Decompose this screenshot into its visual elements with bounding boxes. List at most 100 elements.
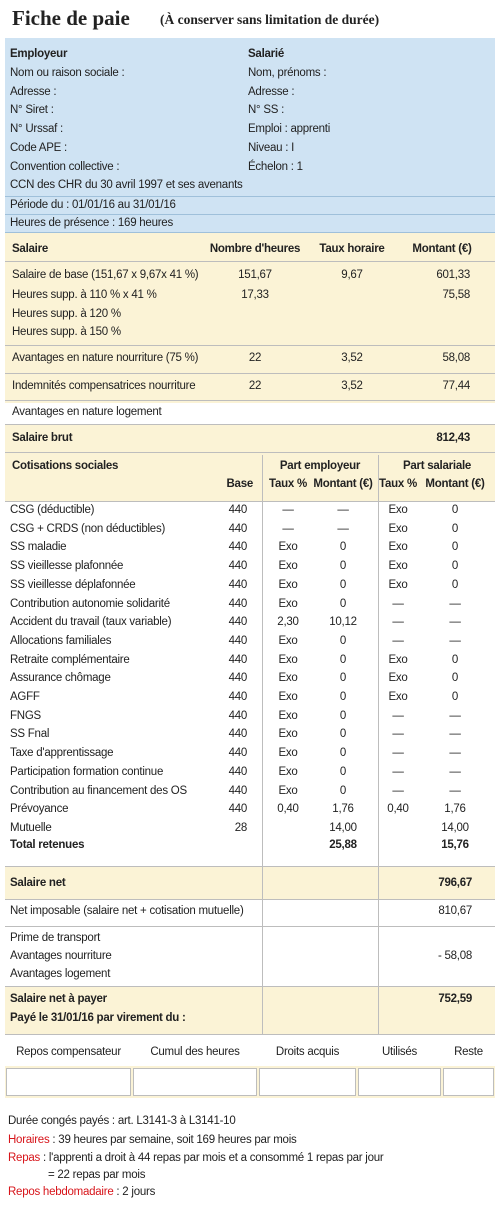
column-header: Part salariale	[402, 460, 472, 472]
hours: Heures de présence : 169 heures	[10, 217, 173, 229]
cell-value: Exo	[278, 691, 298, 703]
note-text: : 2 jours	[113, 1186, 156, 1198]
total-label: Total retenues	[10, 839, 85, 851]
cell-value: 440	[228, 522, 248, 535]
row-label: Mutuelle	[10, 821, 52, 834]
cell-value: 2,30	[277, 616, 299, 629]
cell-value: Exo	[278, 672, 298, 685]
cell-value: 0	[339, 541, 347, 554]
column-header: Montant (€)	[412, 243, 472, 255]
total-value: 15,76	[441, 839, 469, 851]
divider	[5, 501, 495, 502]
cell-value: 440	[228, 504, 248, 516]
row-label: Retraite complémentaire	[10, 653, 130, 666]
divider	[5, 986, 495, 987]
divider	[5, 373, 495, 374]
cell-value: —	[392, 616, 404, 629]
net-amount: 796,67	[438, 877, 472, 889]
column-header: Repos compensateur	[16, 1046, 121, 1058]
empty-cell	[6, 1068, 131, 1096]
column-header: Utilisés	[381, 1046, 418, 1058]
cell-value: Exo	[278, 560, 298, 573]
cell-value: Exo	[388, 691, 408, 703]
cell-value: 1,76	[444, 803, 466, 816]
pay-label: Salaire net à payer	[10, 993, 107, 1005]
cell-value: - 58,08	[437, 950, 472, 962]
cell-value: 0	[339, 634, 347, 647]
gross-amount: 812,43	[436, 432, 470, 444]
cell-value: —	[337, 522, 349, 535]
row-label: Prévoyance	[10, 803, 69, 816]
cell-value: 22	[248, 380, 262, 392]
divider	[5, 452, 495, 453]
empty-cell	[133, 1068, 257, 1096]
cell-value: 1,76	[332, 803, 354, 816]
cell-value: 0	[339, 672, 347, 685]
cell-value: 58,08	[442, 352, 470, 364]
field-label: Convention collective :	[10, 160, 120, 173]
column-header: Cumul des heures	[150, 1046, 240, 1058]
row-label: Heures supp. à 110 % x 41 %	[12, 289, 157, 301]
cell-value: 440	[228, 709, 248, 722]
row-label: SS vieillesse déplafonnée	[10, 578, 136, 591]
cell-value: 0,40	[277, 803, 299, 816]
note-key: Repos hebdomadaire	[8, 1186, 114, 1198]
cell-value: —	[282, 522, 294, 535]
cell-value: —	[449, 728, 461, 741]
cell-value: 0	[451, 691, 459, 703]
cell-value: —	[337, 504, 349, 516]
field-label: Niveau : I	[248, 141, 295, 154]
cell-value: 440	[228, 691, 248, 703]
cell-value: 3,52	[341, 380, 363, 392]
period: Période du : 01/01/16 au 31/01/16	[10, 199, 176, 211]
cell-value: Exo	[388, 522, 408, 535]
net-label: Salaire net	[10, 877, 66, 889]
cell-value: 440	[228, 803, 248, 816]
row-label: SS maladie	[10, 541, 67, 554]
cell-value: —	[392, 765, 404, 778]
cell-value: Exo	[278, 784, 298, 797]
note: = 22 repas par mois	[48, 1168, 145, 1182]
field-label: Code APE :	[10, 141, 67, 154]
row-label: Avantages en nature logement	[12, 406, 162, 418]
field-label: N° SS :	[248, 104, 285, 117]
cell-value: 0,40	[387, 803, 409, 816]
divider	[5, 866, 495, 867]
divider	[5, 232, 495, 233]
column-subheader: Taux %	[269, 478, 307, 490]
cell-value: —	[392, 709, 404, 722]
cell-value: 3,52	[341, 352, 363, 364]
payment-note: Payé le 31/01/16 par virement du :	[10, 1012, 186, 1024]
cell-value: —	[449, 747, 461, 760]
note-key: Repas	[8, 1152, 40, 1164]
field-label: Emploi : apprenti	[248, 123, 331, 136]
note-text: = 22 repas par mois	[48, 1169, 146, 1181]
cell-value: 0	[451, 541, 459, 554]
divider	[5, 196, 495, 197]
cell-value: Exo	[278, 765, 298, 778]
empty-cell	[259, 1068, 356, 1096]
field-label: Nom, prénoms :	[248, 67, 327, 79]
divider	[5, 926, 495, 927]
row-label: Contribution autonomie solidarité	[10, 597, 170, 610]
cell-value: 0	[339, 560, 347, 573]
row-label: Avantages nourriture	[10, 950, 112, 962]
cell-value: Exo	[278, 541, 298, 554]
cell-value: 440	[228, 597, 248, 610]
field-label: Nom ou raison sociale :	[10, 67, 125, 79]
cell-value: 0	[339, 784, 347, 797]
background-panel	[5, 986, 495, 1034]
cell-value: Exo	[388, 672, 408, 685]
cell-value: Exo	[278, 728, 298, 741]
empty-cell	[358, 1068, 441, 1096]
section-heading: Employeur	[10, 48, 68, 60]
cell-value: 0	[451, 560, 459, 573]
cell-value: 440	[228, 634, 248, 647]
column-header: Reste	[454, 1046, 483, 1058]
cell-value: Exo	[388, 504, 408, 516]
background-panel	[5, 866, 495, 899]
section-heading: Salarié	[248, 48, 284, 60]
cell-value: 14,00	[441, 821, 469, 834]
cell-value: 151,67	[238, 269, 272, 281]
divider	[5, 214, 495, 215]
